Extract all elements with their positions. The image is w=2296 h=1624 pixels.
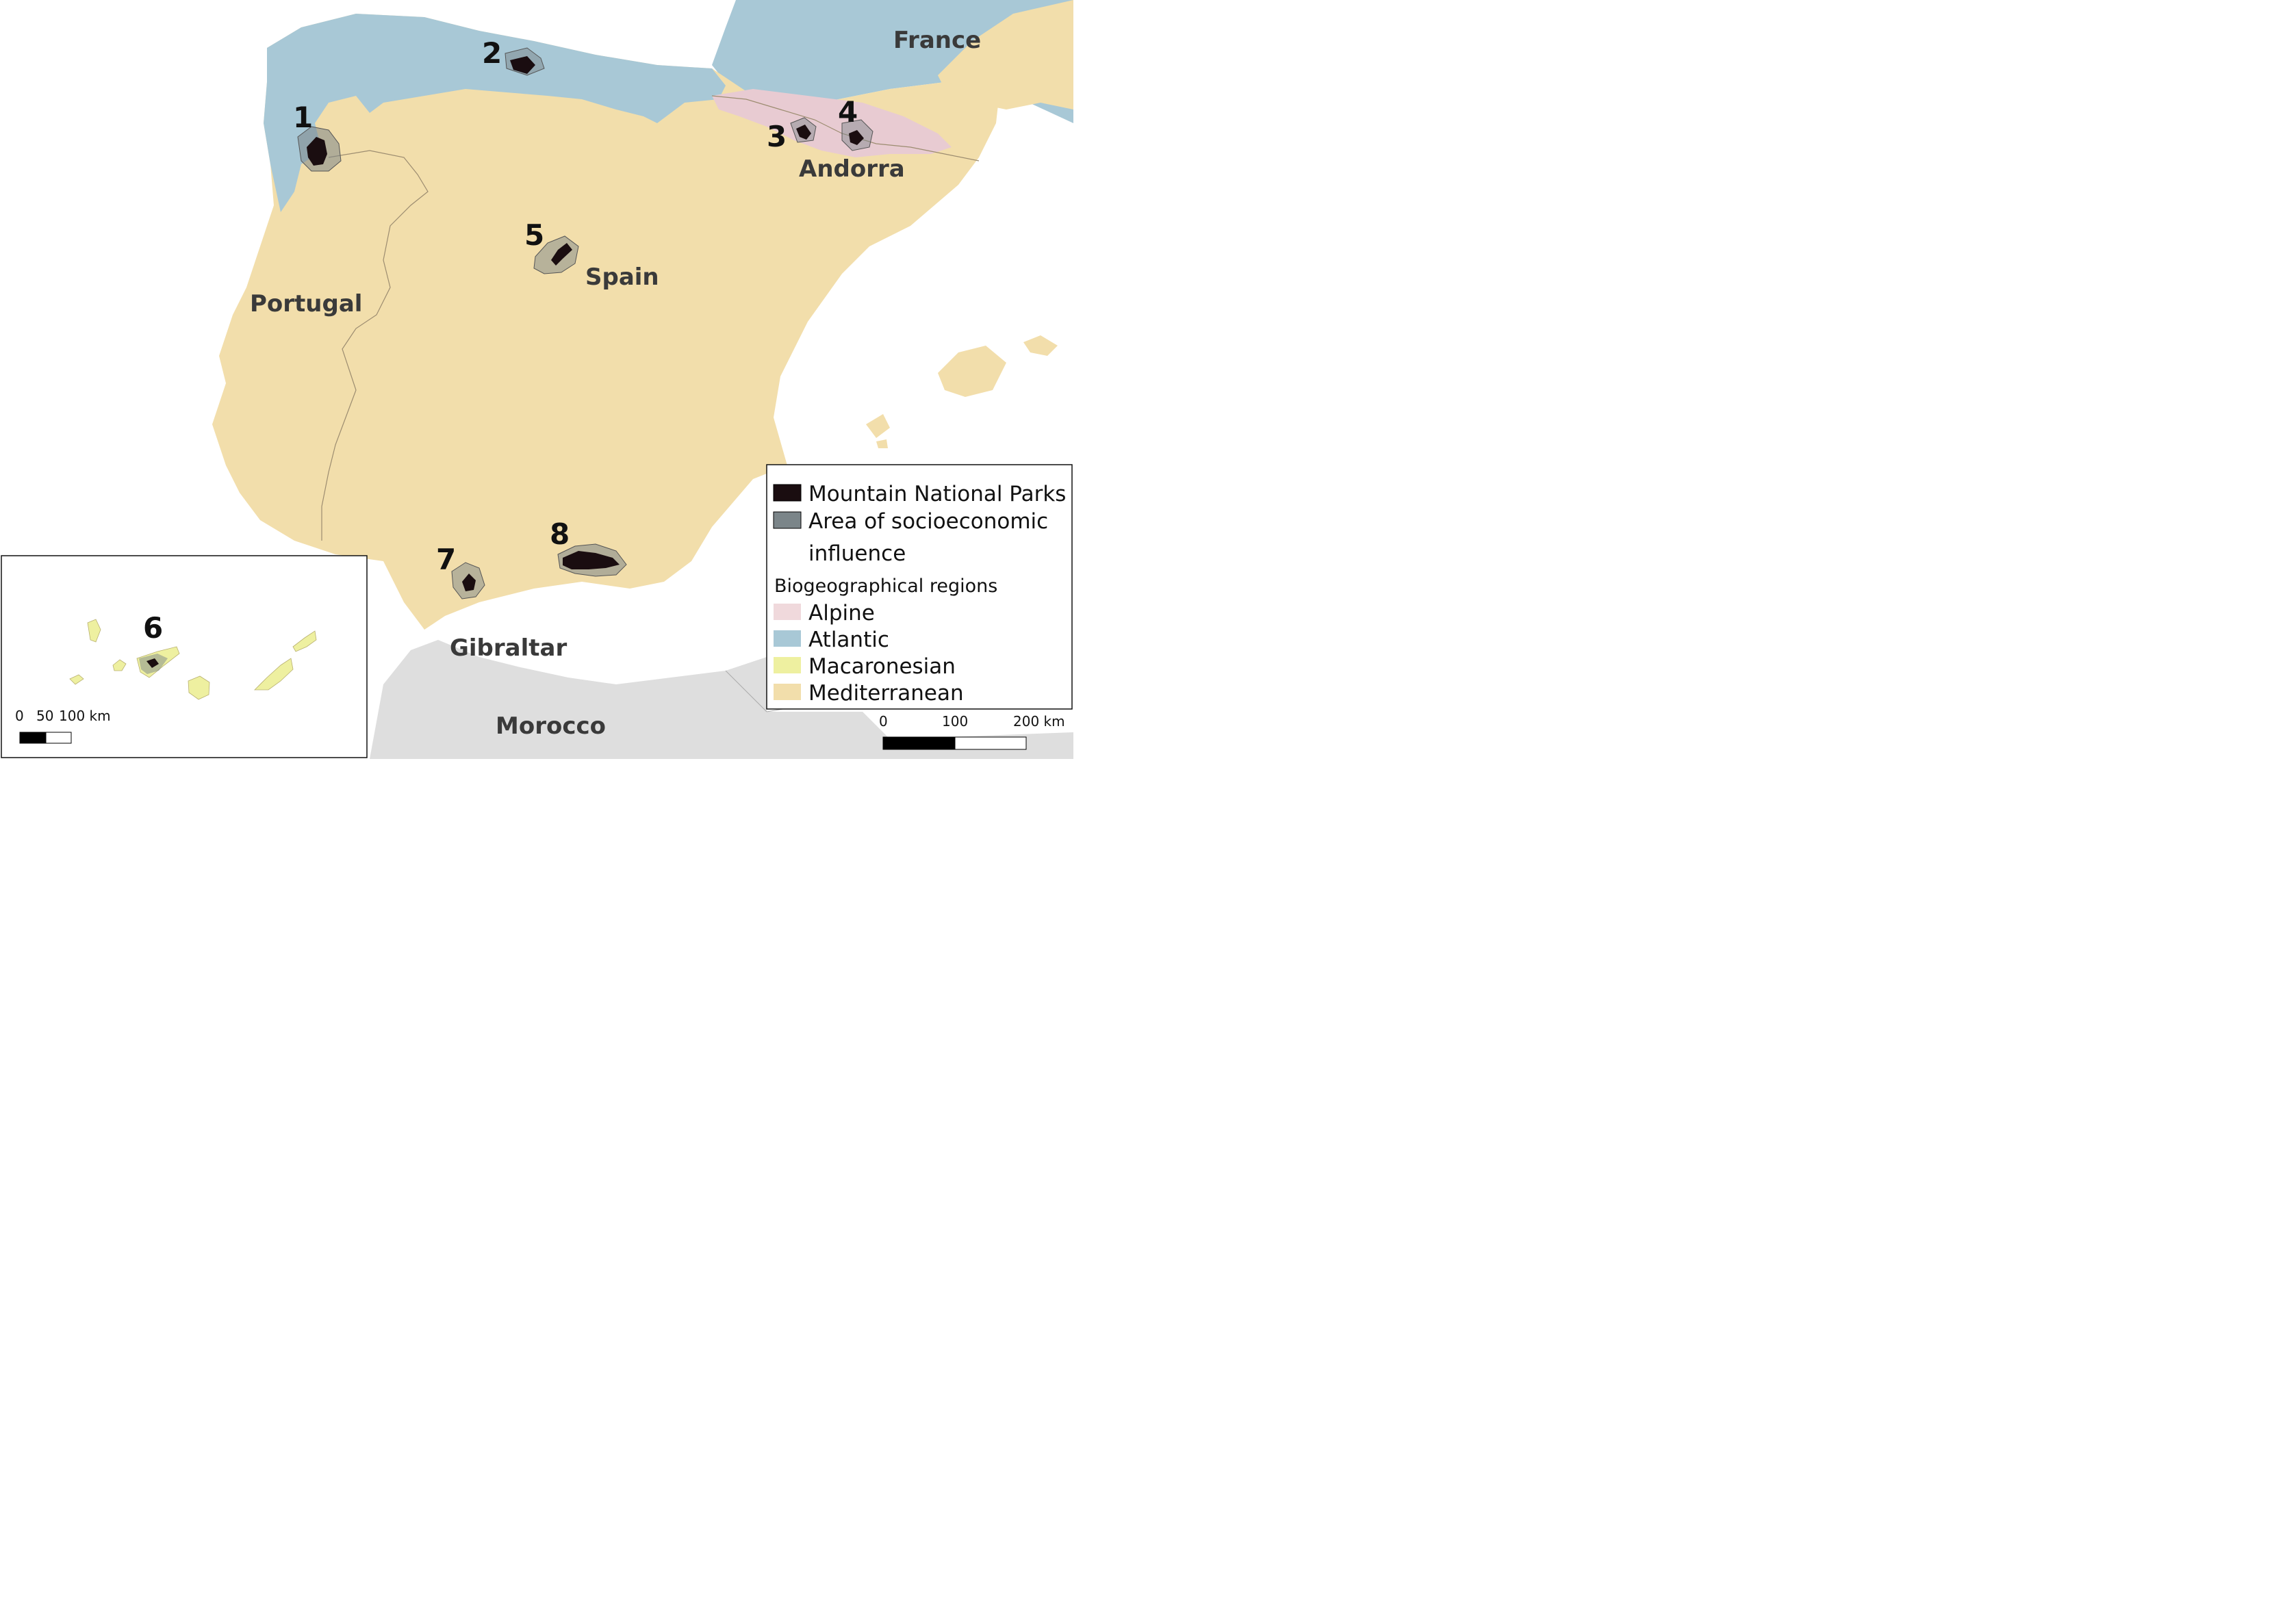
park-3 bbox=[790, 117, 817, 143]
park-2 bbox=[505, 47, 545, 76]
park-number-2: 2 bbox=[482, 36, 502, 70]
park-7 bbox=[451, 562, 485, 600]
park-area-2 bbox=[510, 56, 535, 74]
island-lanzarote bbox=[292, 630, 317, 652]
park-number-7: 7 bbox=[436, 543, 456, 576]
park-number-6: 6 bbox=[143, 611, 163, 645]
park-number-3: 3 bbox=[767, 120, 787, 153]
park-number-8: 8 bbox=[550, 517, 570, 551]
park-area-4 bbox=[849, 130, 864, 145]
label-france: France bbox=[893, 27, 981, 54]
legend-swatch-macaronesian bbox=[774, 657, 801, 673]
park-number-1: 1 bbox=[293, 101, 313, 134]
legend-swatch-alpine bbox=[774, 604, 801, 620]
island-gran-canaria bbox=[188, 675, 210, 700]
legend-title-bioregions: Biogeographical regions bbox=[774, 576, 997, 597]
park-1 bbox=[297, 126, 342, 172]
park-number-4: 4 bbox=[838, 95, 858, 129]
inset-scale-bar-white bbox=[45, 732, 72, 744]
legend-swatch-parks bbox=[773, 484, 802, 502]
legend-swatch-influence bbox=[773, 511, 802, 529]
inset-scale-tick-100: 100 km bbox=[59, 708, 111, 724]
legend-swatch-atlantic bbox=[774, 630, 801, 647]
island-la-palma bbox=[87, 619, 101, 643]
legend-label-atlantic: Atlantic bbox=[808, 628, 889, 652]
inset-scale-bar-black bbox=[19, 732, 47, 744]
france-land bbox=[712, 0, 1073, 123]
inset-scale-tick-50: 50 bbox=[36, 708, 53, 724]
iberia-land bbox=[212, 14, 999, 630]
scale-bar-white bbox=[954, 736, 1027, 750]
legend-label-alpine: Alpine bbox=[808, 601, 875, 626]
island-fuerteventura bbox=[254, 658, 294, 691]
scale-tick-100: 100 bbox=[942, 713, 968, 730]
france-mediterranean bbox=[938, 0, 1073, 109]
legend: Mountain National Parks Area of socioeco… bbox=[766, 464, 1073, 710]
legend-frame bbox=[766, 464, 1073, 710]
scale-tick-0: 0 bbox=[879, 713, 888, 730]
alpine-region bbox=[712, 89, 952, 157]
scale-tick-200: 200 km bbox=[1013, 713, 1065, 730]
island-el-hierro bbox=[69, 674, 84, 685]
park-area-6 bbox=[146, 658, 159, 668]
menorca bbox=[1023, 335, 1058, 356]
mallorca bbox=[938, 346, 1006, 397]
legend-label-parks: Mountain National Parks bbox=[808, 482, 1066, 506]
label-andorra: Andorra bbox=[799, 155, 905, 183]
park-4 bbox=[841, 119, 873, 151]
label-gibraltar: Gibraltar bbox=[450, 634, 567, 662]
legend-label-mediterranean: Mediterranean bbox=[808, 681, 964, 706]
formentera bbox=[876, 439, 888, 448]
island-la-gomera bbox=[112, 659, 127, 671]
inset-scale-tick-0: 0 bbox=[15, 708, 24, 724]
morocco-land bbox=[370, 640, 1073, 759]
park-area-8 bbox=[563, 551, 620, 569]
park-area-1 bbox=[307, 137, 327, 166]
park-area-5 bbox=[551, 243, 572, 266]
label-morocco: Morocco bbox=[496, 712, 606, 740]
legend-label-influence: Area of socioeconomic bbox=[808, 509, 1048, 534]
label-spain: Spain bbox=[585, 263, 659, 291]
park-5 bbox=[533, 235, 579, 274]
border-portugal-spain bbox=[321, 150, 429, 541]
atlantic-region bbox=[264, 14, 726, 212]
ibiza bbox=[866, 414, 890, 438]
park-number-5: 5 bbox=[524, 218, 544, 252]
scale-bar-black bbox=[882, 736, 956, 750]
inset-frame bbox=[1, 555, 368, 758]
label-portugal: Portugal bbox=[250, 290, 362, 318]
park-area-7 bbox=[462, 573, 476, 591]
legend-swatch-mediterranean bbox=[774, 684, 801, 700]
scale-bar: 0 100 200 km bbox=[879, 713, 1065, 750]
legend-label-influence-cont: influence bbox=[808, 541, 906, 566]
park-area-3 bbox=[796, 125, 811, 140]
map: 1 2 3 4 5 7 8 France Andorra Spain Portu… bbox=[0, 0, 1073, 759]
park-8 bbox=[557, 543, 627, 577]
inset-map: 6 0 50 100 km bbox=[1, 555, 368, 758]
legend-label-macaronesian: Macaronesian bbox=[808, 654, 956, 679]
